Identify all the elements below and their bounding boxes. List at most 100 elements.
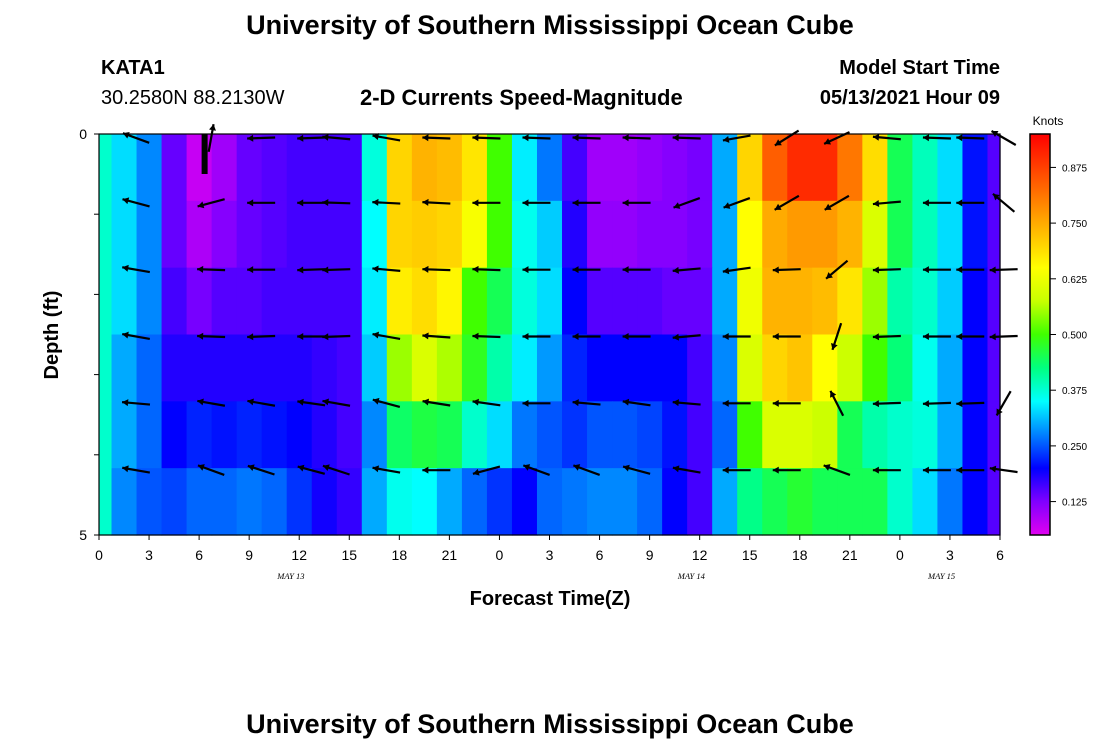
- current-vector: [622, 266, 651, 274]
- speed-heatmap: [99, 134, 1001, 536]
- speed-cell: [587, 468, 613, 536]
- speed-cell: [536, 200, 563, 269]
- x-tick-label: 3: [546, 547, 554, 563]
- current-vector: [956, 266, 985, 274]
- speed-cell: [612, 468, 638, 536]
- speed-cell: [136, 200, 163, 269]
- current-vector: [922, 333, 951, 340]
- speed-cell: [812, 134, 838, 202]
- speed-cell: [161, 267, 188, 336]
- date-label: MAY 15: [927, 571, 955, 581]
- current-vector: [522, 399, 551, 407]
- speed-cell: [887, 134, 914, 202]
- speed-cell: [211, 468, 238, 536]
- current-vector: [672, 134, 701, 142]
- speed-cell: [587, 334, 613, 402]
- current-vector: [872, 400, 901, 408]
- speed-cell: [411, 468, 438, 536]
- speed-cell: [461, 134, 488, 202]
- speed-cell: [461, 468, 488, 536]
- speed-cell: [862, 200, 888, 269]
- current-vector: [772, 466, 801, 474]
- speed-cell: [111, 134, 138, 202]
- speed-cell: [99, 401, 113, 469]
- speed-cell: [261, 401, 288, 469]
- speed-cell: [536, 334, 563, 402]
- y-tick-label: 5: [79, 527, 87, 543]
- speed-cell: [762, 200, 788, 269]
- speed-cell: [612, 134, 638, 202]
- speed-cell: [286, 334, 313, 402]
- current-vector: [247, 333, 276, 341]
- colorbar-tick-label: 0.500: [1062, 331, 1087, 342]
- current-vector: [672, 465, 701, 474]
- speed-cell: [687, 401, 713, 469]
- speed-cell: [962, 267, 989, 336]
- colorbar-tick-label: 0.750: [1062, 219, 1087, 230]
- speed-cell: [286, 401, 313, 469]
- speed-cell: [511, 468, 538, 536]
- speed-cell: [511, 134, 538, 202]
- speed-cell: [562, 134, 588, 202]
- speed-cell: [361, 267, 388, 336]
- speed-cell: [386, 401, 413, 469]
- station-coordinates: 30.2580N 88.2130W: [101, 87, 285, 109]
- speed-cell: [912, 134, 939, 202]
- speed-cell: [562, 401, 588, 469]
- speed-cell: [837, 134, 863, 202]
- current-vectors: [121, 124, 1018, 476]
- current-vector: [922, 199, 951, 207]
- colorbar-tick-label: 0.125: [1062, 498, 1087, 509]
- current-vector: [922, 466, 951, 474]
- speed-cell: [912, 267, 939, 336]
- current-vector: [722, 134, 751, 143]
- current-vector: [372, 397, 401, 409]
- x-tick-label: 0: [496, 547, 504, 563]
- speed-cell: [812, 267, 838, 336]
- current-vector: [197, 332, 226, 340]
- speed-cell: [962, 468, 989, 536]
- speed-cell: [987, 200, 1001, 269]
- speed-cell: [562, 267, 588, 336]
- current-vector: [922, 266, 951, 274]
- current-vector: [831, 322, 843, 351]
- current-vector: [422, 134, 451, 142]
- speed-cell: [887, 267, 914, 336]
- speed-cell: [461, 334, 488, 402]
- current-vector: [989, 333, 1018, 341]
- speed-cell: [562, 334, 588, 402]
- plot-title: 2-D Currents Speed-Magnitude: [360, 85, 683, 110]
- current-vector: [372, 465, 401, 474]
- speed-cell: [386, 200, 413, 269]
- speed-cell: [987, 134, 1001, 202]
- date-label: MAY 14: [677, 571, 706, 581]
- current-vector: [572, 266, 601, 274]
- speed-cell: [887, 200, 914, 269]
- speed-cell: [511, 401, 538, 469]
- speed-cell: [737, 267, 763, 336]
- speed-cell: [837, 468, 863, 536]
- speed-cell: [486, 401, 513, 469]
- speed-cell: [637, 134, 663, 202]
- speed-cell: [336, 200, 363, 269]
- current-vector: [322, 398, 351, 407]
- speed-cell: [286, 468, 313, 536]
- x-tick-label: 9: [245, 547, 253, 563]
- speed-cell: [486, 200, 513, 269]
- x-tick-label: 18: [792, 547, 808, 563]
- speed-cell: [987, 334, 1001, 402]
- speed-cell: [436, 267, 463, 336]
- current-vector: [872, 333, 901, 341]
- current-vector: [956, 400, 985, 408]
- y-tick-label: 0: [79, 126, 87, 142]
- speed-cell: [862, 468, 888, 536]
- speed-cell: [787, 334, 813, 402]
- axes: 0 3 6 9 12 15 18 21 0 3 6 9 12 15 18 21 0 3 6 MAY 13 MAY 14 M…: [79, 126, 1004, 581]
- speed-cell: [261, 468, 288, 536]
- y-axis-label: Depth (ft): [41, 291, 63, 380]
- speed-cell: [712, 267, 738, 336]
- current-vector: [722, 466, 751, 474]
- speed-cell: [436, 401, 463, 469]
- x-tick-label: 15: [341, 547, 357, 563]
- speed-cell: [336, 468, 363, 536]
